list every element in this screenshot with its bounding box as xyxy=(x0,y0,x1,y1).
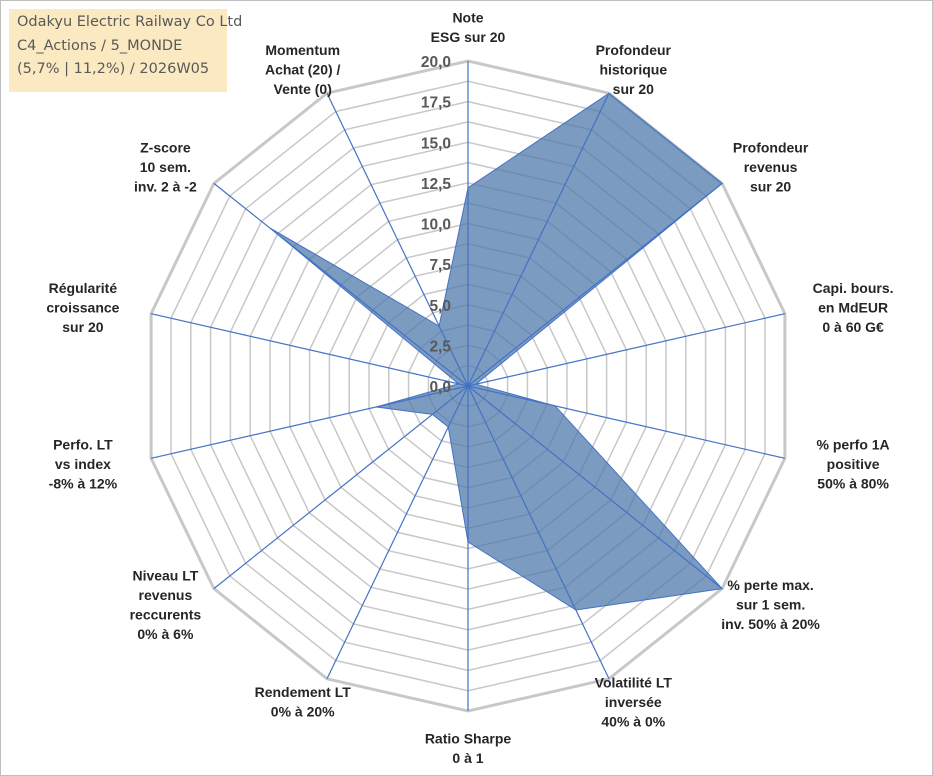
axis-label-line: -8% à 12% xyxy=(49,475,118,491)
axis-label-line: Volatilité LT xyxy=(595,675,673,691)
axis-label-line: 0 à 1 xyxy=(452,750,483,766)
tick-label: 2,5 xyxy=(429,338,451,355)
axis-spoke xyxy=(467,385,723,590)
axis-spoke xyxy=(467,385,610,680)
axis-label: Niveau LT revenus reccurents 0% à 6% xyxy=(130,567,202,642)
axis-label-line: 10 sem. xyxy=(140,159,191,175)
tick-label: 15,0 xyxy=(421,135,451,152)
axis-label-line: positive xyxy=(827,456,880,472)
axis-label-line: Momentum xyxy=(265,42,340,58)
axis-label-line: reccurents xyxy=(130,606,202,622)
axis-label-line: Ratio Sharpe xyxy=(425,731,512,747)
axis-label-line: sur 20 xyxy=(750,178,791,194)
tick-label: 7,5 xyxy=(429,257,451,274)
axis-label-line: Profondeur xyxy=(733,139,809,155)
axis-spoke xyxy=(326,92,469,387)
axis-label: Perfo. LT vs index -8% à 12% xyxy=(49,436,118,491)
axis-label: Note ESG sur 20 xyxy=(431,10,506,46)
axis-spoke xyxy=(467,313,786,387)
axis-label-line: inv. 50% à 20% xyxy=(721,616,820,632)
axis-label-line: Vente (0) xyxy=(274,81,332,97)
axis-spoke xyxy=(467,385,786,459)
axis-label-line: % perte max. xyxy=(727,577,813,593)
axis-label-line: revenus xyxy=(139,587,193,603)
axis-label: % perte max. sur 1 sem. inv. 50% à 20% xyxy=(721,577,820,632)
info-category: C4_Actions / 5_MONDE xyxy=(17,37,183,54)
axis-spoke xyxy=(467,92,610,387)
axis-label: Ratio Sharpe 0 à 1 xyxy=(425,731,512,767)
axis-label-line: Rendement LT xyxy=(255,684,352,700)
axis-label-line: croissance xyxy=(46,300,119,316)
axis-label-line: inv. 2 à -2 xyxy=(134,178,197,194)
axis-label: % perfo 1A positive 50% à 80% xyxy=(817,436,890,491)
info-performance: (5,7% | 11,2%) / 2026W05 xyxy=(17,61,210,77)
axis-label-line: ESG sur 20 xyxy=(431,29,506,45)
axis-label-line: revenus xyxy=(744,159,798,175)
axis-label: Capi. bours. en MdEUR 0 à 60 G€ xyxy=(813,280,894,335)
axis-label-line: 40% à 0% xyxy=(601,714,665,730)
series-area xyxy=(269,92,724,611)
axis-label: Volatilité LT inversée 40% à 0% xyxy=(595,675,673,730)
tick-label: 17,5 xyxy=(421,95,452,112)
info-box: Odakyu Electric Railway Co Ltd C4_Action… xyxy=(9,9,243,92)
axis-label-line: 0 à 60 G€ xyxy=(822,319,884,335)
axis-spoke xyxy=(213,182,469,387)
axis-label-line: sur 1 sem. xyxy=(736,597,805,613)
axis-label: Rendement LT 0% à 20% xyxy=(255,684,352,720)
axis-label: Régularité croissance sur 20 xyxy=(46,280,119,335)
axis-label-line: % perfo 1A xyxy=(817,436,890,452)
axis-label: Momentum Achat (20) / Vente (0) xyxy=(265,42,341,97)
axis-label-line: sur 20 xyxy=(613,81,654,97)
axis-label: Profondeur historique sur 20 xyxy=(596,42,672,97)
axis-label-line: 0% à 6% xyxy=(137,626,194,642)
tick-label: 10,0 xyxy=(421,217,451,234)
axis-label-line: Profondeur xyxy=(596,42,672,58)
axis-label-line: Z-score xyxy=(140,139,191,155)
axis-label-line: 50% à 80% xyxy=(817,475,889,491)
axis-label-line: Niveau LT xyxy=(132,567,198,583)
axis-label: Profondeur revenus sur 20 xyxy=(733,139,809,194)
axis-label-line: Perfo. LT xyxy=(53,436,113,452)
tick-label: 12,5 xyxy=(421,176,452,193)
axis-label-line: inversée xyxy=(605,694,662,710)
axis-label-line: sur 20 xyxy=(62,319,103,335)
axis-label-line: Achat (20) / xyxy=(265,62,341,78)
axis-label: Z-score 10 sem. inv. 2 à -2 xyxy=(134,139,197,194)
tick-label: 0,0 xyxy=(429,379,451,396)
axis-label-line: Régularité xyxy=(49,280,118,296)
axis-label-line: historique xyxy=(599,62,667,78)
axis-spoke xyxy=(213,385,469,590)
axis-label-line: en MdEUR xyxy=(818,300,888,316)
axis-label-line: Note xyxy=(452,10,483,26)
axis-label-line: 0% à 20% xyxy=(271,704,335,720)
axis-label-line: vs index xyxy=(55,456,111,472)
axis-spoke xyxy=(467,182,723,387)
tick-label: 5,0 xyxy=(429,298,451,315)
axis-spoke xyxy=(150,385,469,459)
axis-label-line: Capi. bours. xyxy=(813,280,894,296)
tick-label: 20,0 xyxy=(421,54,451,71)
axis-spoke xyxy=(150,313,469,387)
axis-spoke xyxy=(326,385,469,680)
info-company-name: Odakyu Electric Railway Co Ltd xyxy=(17,14,243,30)
